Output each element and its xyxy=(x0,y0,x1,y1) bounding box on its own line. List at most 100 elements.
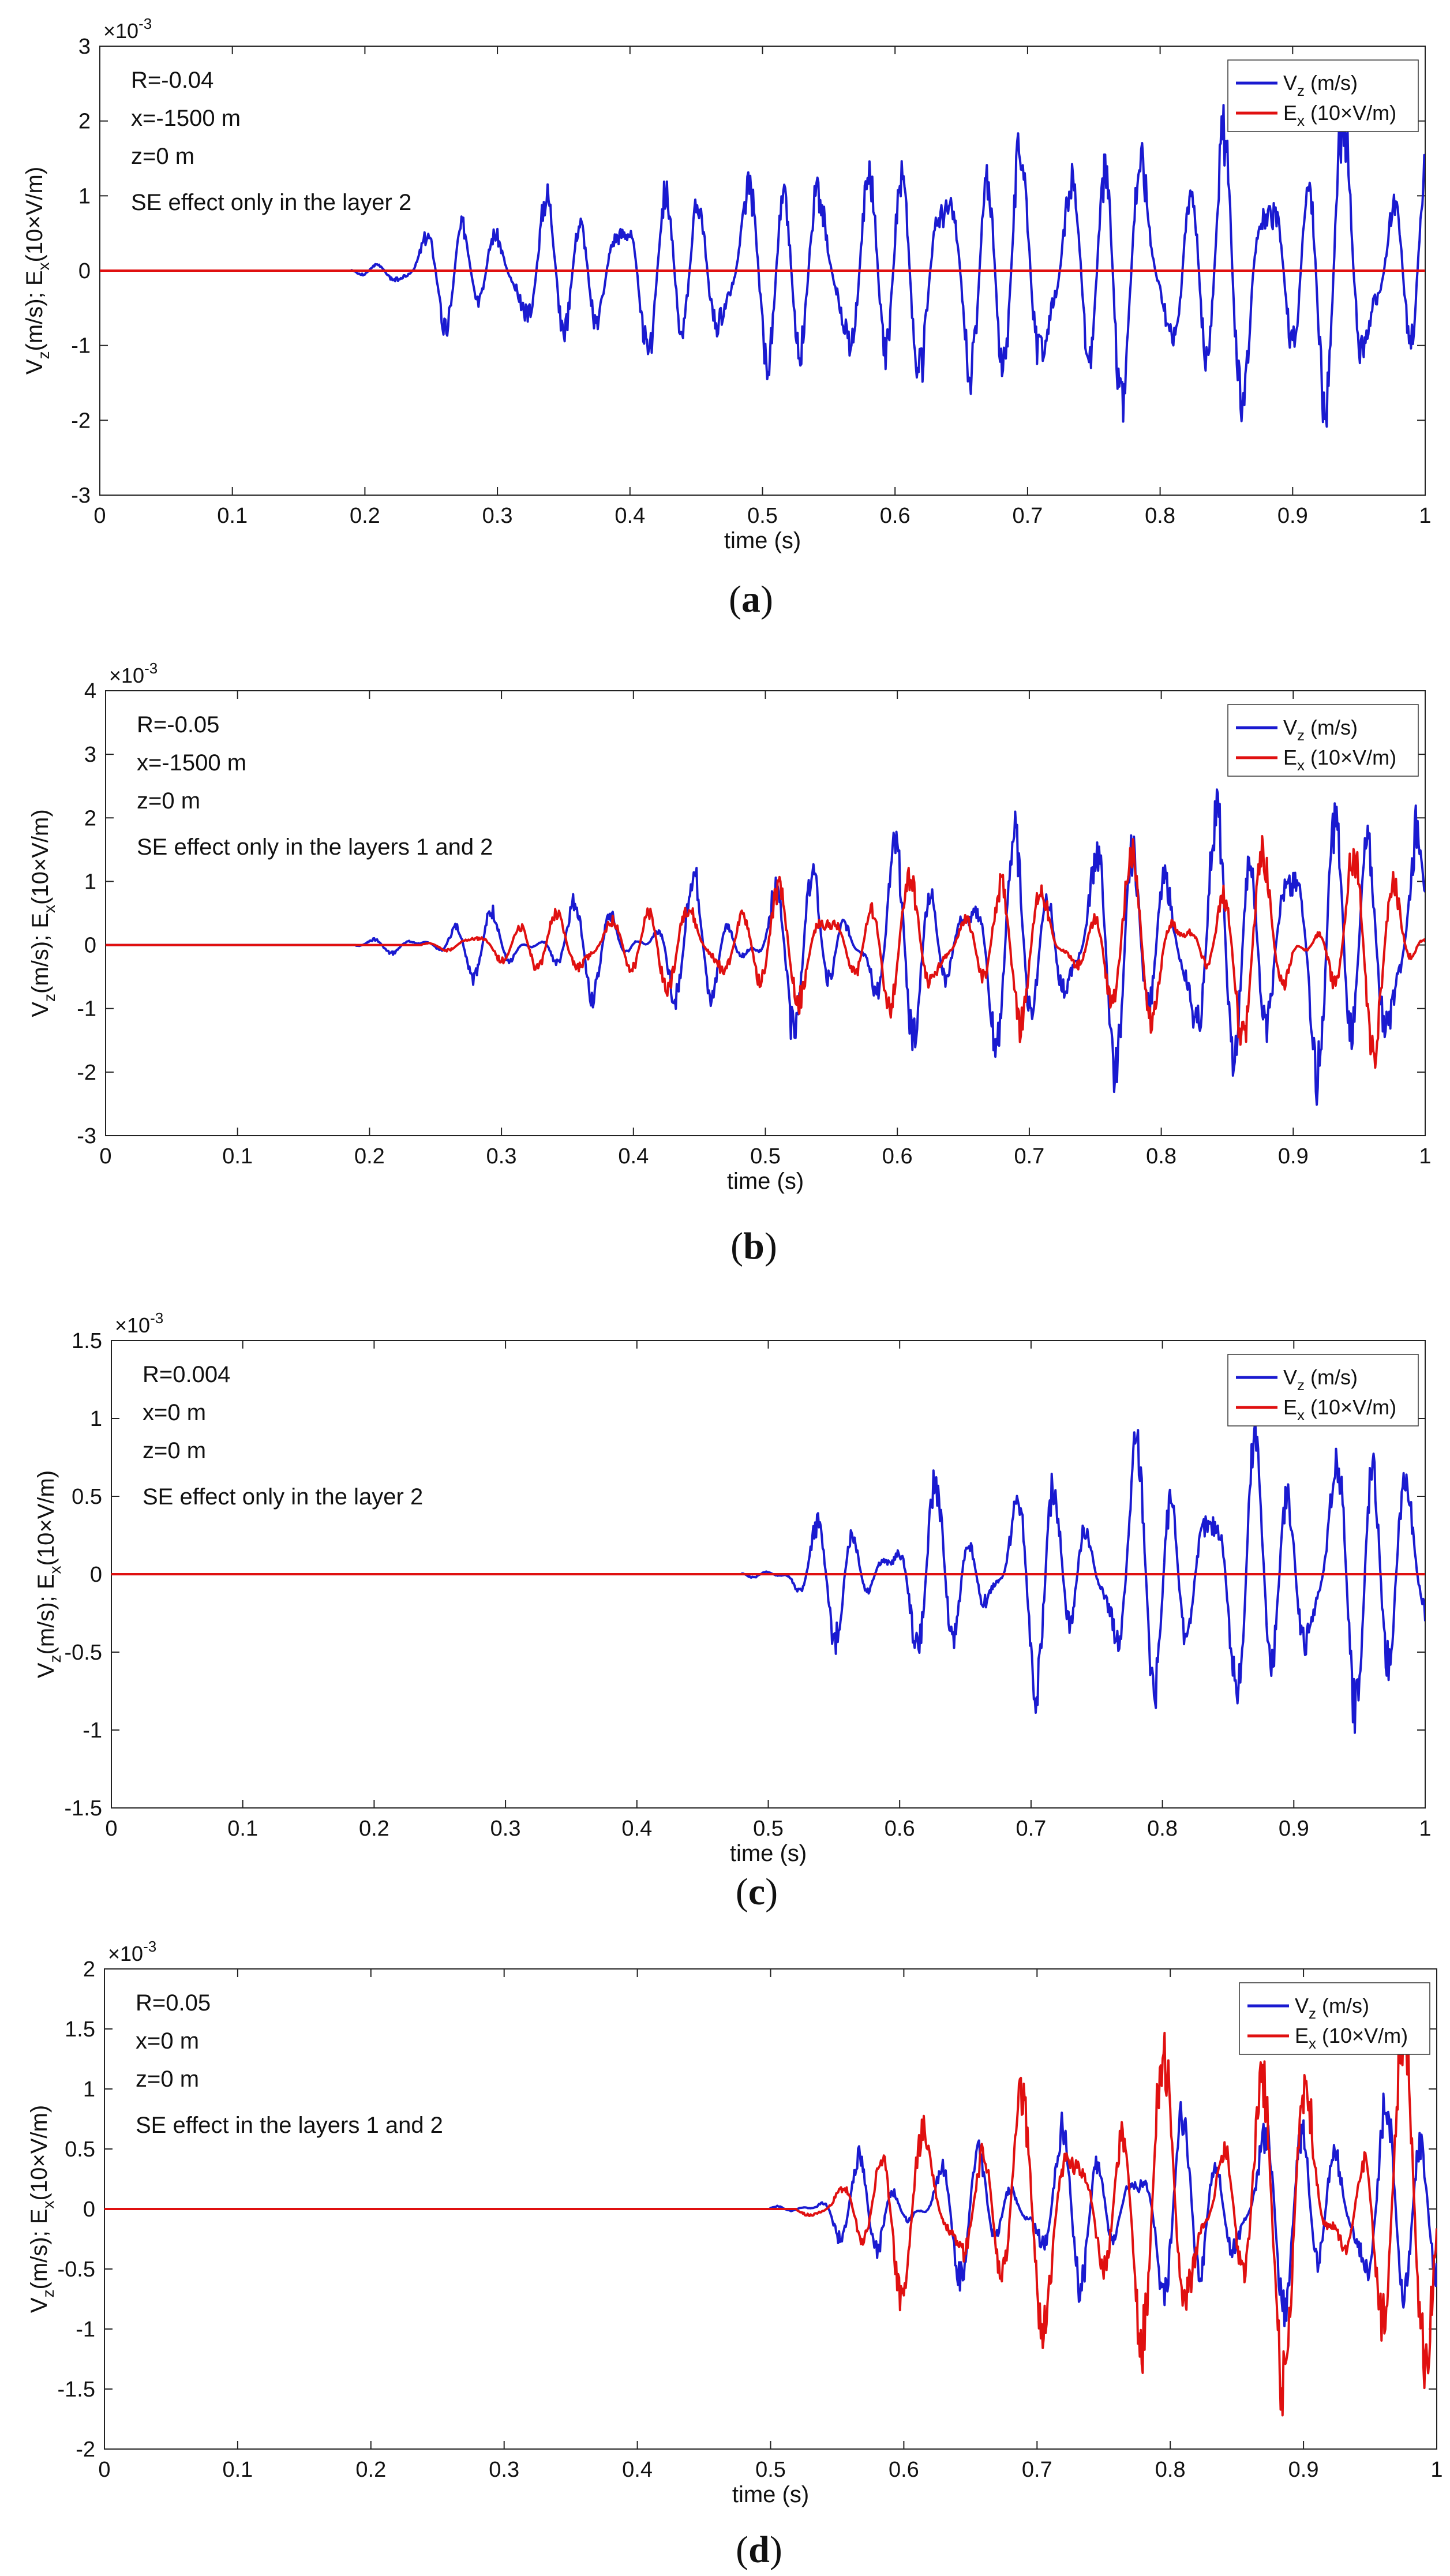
y-tick-label: -2 xyxy=(71,409,91,433)
legend-sub: x xyxy=(1297,757,1305,774)
x-tick-label: 0.2 xyxy=(354,1144,385,1169)
y-label-part: V xyxy=(27,2297,52,2313)
x-axis-label: time (s) xyxy=(730,1841,807,1866)
caption-paren: ( xyxy=(730,1225,743,1267)
y-label-sub: x xyxy=(35,262,53,270)
y-tick-label: -1 xyxy=(77,997,96,1021)
plot-frame xyxy=(105,690,1426,1136)
caption-paren: ( xyxy=(729,578,741,620)
annotation-text: R=0.05 xyxy=(136,1990,211,2016)
legend-sub: z xyxy=(1297,727,1305,744)
y-label-sub: z xyxy=(39,2289,57,2297)
caption-paren: ) xyxy=(770,2529,782,2571)
y-tick-label: -1.5 xyxy=(65,1796,102,1821)
y-label-part: (m/s); E xyxy=(27,2208,52,2289)
x-tick-label: 0.3 xyxy=(486,1144,517,1169)
y-label-part: V xyxy=(33,1663,59,1678)
y-tick-label: 1.5 xyxy=(72,1329,102,1353)
chart-panel-a: 0 0.1 0.2 0.3 0.4 0.5 0.6 0.7 0.8 0.9 13210-1-2-3×… xyxy=(22,15,1432,620)
y-label-sub: z xyxy=(40,994,58,1002)
y-tick-label: -1 xyxy=(83,1718,102,1743)
x-tick-label: 0 xyxy=(93,504,106,528)
annotation-text: R=-0.04 xyxy=(131,68,213,93)
y-tick-label: -2 xyxy=(77,1061,96,1085)
y-tick-label: -1 xyxy=(71,334,91,358)
y-tick-label: -1.5 xyxy=(58,2377,95,2402)
x-tick-label: 0.7 xyxy=(1014,1144,1044,1169)
legend-sub: z xyxy=(1309,2005,1316,2022)
y-scale-exponent: -3 xyxy=(143,1938,156,1955)
legend-main: E xyxy=(1283,1395,1297,1419)
y-tick-label: 1 xyxy=(83,2077,95,2102)
y-axis-label: Vz(m/s); Ex(10×V/m) xyxy=(28,809,58,1017)
x-tick-label: 0.6 xyxy=(880,504,911,528)
x-tick-label: 1 xyxy=(1430,2458,1442,2482)
legend-box xyxy=(1239,1982,1430,2055)
caption-letter: c xyxy=(748,1871,765,1913)
y-label-part: V xyxy=(28,1002,53,1017)
legend-rest: (m/s) xyxy=(1305,716,1358,739)
x-tick-label: 0.5 xyxy=(747,504,778,528)
legend-label-vz: Vz (m/s) xyxy=(1283,716,1358,744)
panel-caption: (b) xyxy=(730,1225,777,1267)
legend-label-ex: Ex (10×V/m) xyxy=(1283,746,1396,774)
x-tick-label: 0.8 xyxy=(1155,2458,1186,2482)
caption-paren: ( xyxy=(736,1871,748,1913)
annotation-text: SE effect only in the layers 1 and 2 xyxy=(137,834,493,860)
x-tick-label: 0.1 xyxy=(217,504,248,528)
caption-paren: ) xyxy=(765,1871,778,1913)
y-tick-label: 2 xyxy=(78,110,91,134)
legend-label-vz: Vz (m/s) xyxy=(1283,71,1358,99)
x-axis-label: time (s) xyxy=(724,528,801,553)
y-label-part: (10×V/m) xyxy=(27,2105,52,2201)
x-tick-label: 0.9 xyxy=(1278,1144,1309,1169)
y-tick-label: 1.5 xyxy=(65,2017,95,2042)
legend-rest: (10×V/m) xyxy=(1316,2024,1408,2047)
x-tick-label: 0.4 xyxy=(622,2458,653,2482)
y-tick-label: 0 xyxy=(90,1563,102,1587)
y-tick-label: 3 xyxy=(84,743,96,767)
legend-rest: (m/s) xyxy=(1316,1994,1369,2017)
x-tick-label: 0.7 xyxy=(1022,2458,1052,2482)
y-tick-label: 4 xyxy=(84,679,96,703)
caption-letter: d xyxy=(748,2529,770,2571)
y-label-sub: x xyxy=(39,2200,57,2208)
x-tick-label: 0.9 xyxy=(1277,504,1308,528)
x-axis-label: time (s) xyxy=(727,1169,804,1194)
legend-rest: (m/s) xyxy=(1305,71,1358,95)
y-tick-label: -0.5 xyxy=(65,1641,102,1665)
panel-caption: (a) xyxy=(729,578,773,620)
legend-main: E xyxy=(1295,2024,1309,2047)
legend-sub: z xyxy=(1297,1376,1305,1394)
y-scale-base: ×10 xyxy=(109,664,144,687)
legend-rest: (10×V/m) xyxy=(1305,101,1396,125)
annotation-text: SE effect only in the layer 2 xyxy=(131,190,411,215)
x-tick-label: 0.3 xyxy=(490,1817,521,1841)
annotation-text: x=0 m xyxy=(143,1400,206,1425)
caption-paren: ( xyxy=(736,2529,748,2571)
annotation-text: z=0 m xyxy=(131,144,194,169)
y-scale-factor: ×10-3 xyxy=(108,1938,156,1965)
y-tick-label: 0 xyxy=(83,2197,95,2222)
series-line-ex xyxy=(104,2000,1437,2417)
y-label-part: (m/s); E xyxy=(22,270,47,351)
chart-panel-d: 0 0.1 0.2 0.3 0.4 0.5 0.6 0.7 0.8 0.9 1 2 1.5 1 0.5 0 -0… xyxy=(27,1938,1443,2571)
y-tick-label: -2 xyxy=(76,2438,95,2462)
annotation-text: z=0 m xyxy=(137,788,200,814)
x-tick-label: 0 xyxy=(98,2458,110,2482)
legend-box xyxy=(1227,704,1419,777)
legend-label-ex: Ex (10×V/m) xyxy=(1283,1395,1396,1424)
annotation-text: x=-1500 m xyxy=(137,750,246,776)
x-tick-label: 0.4 xyxy=(615,504,645,528)
panel-caption: (c) xyxy=(736,1871,778,1913)
x-tick-label: 0.2 xyxy=(355,2458,386,2482)
y-tick-label: 0 xyxy=(84,934,96,958)
series-line-ex xyxy=(106,835,1425,1069)
y-scale-base: ×10 xyxy=(115,1313,150,1337)
y-scale-exponent: -3 xyxy=(144,660,158,677)
y-tick-label: -3 xyxy=(71,484,91,508)
y-scale-exponent: -3 xyxy=(150,1309,163,1327)
x-tick-label: 0.1 xyxy=(222,2458,253,2482)
x-tick-label: 0.3 xyxy=(482,504,513,528)
panel-caption: (d) xyxy=(736,2529,782,2571)
